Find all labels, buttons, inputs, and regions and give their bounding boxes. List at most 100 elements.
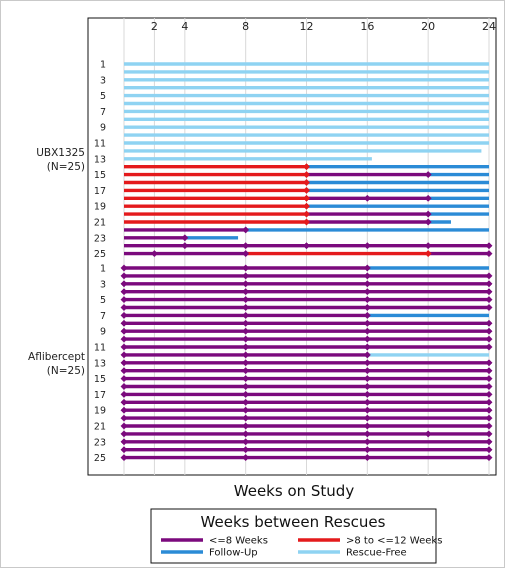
x-tick-label: 24 xyxy=(482,20,496,33)
rescue-marker xyxy=(363,288,371,296)
rescue-marker xyxy=(363,382,371,391)
rescue-marker xyxy=(120,272,128,280)
rescue-marker xyxy=(485,280,493,288)
y-tick-label: 15 xyxy=(94,374,106,385)
rescue-marker xyxy=(242,438,250,446)
rescue-marker xyxy=(242,319,250,327)
rescue-marker xyxy=(363,414,371,422)
rescue-marker xyxy=(120,280,128,288)
legend-label: Rescue-Free xyxy=(346,548,407,559)
legend-label: <=8 Weeks xyxy=(209,536,268,547)
rescue-marker xyxy=(424,218,432,226)
y-tick-label: 17 xyxy=(94,390,106,401)
rescue-marker xyxy=(363,351,371,359)
rescue-marker xyxy=(485,367,493,375)
rescue-marker xyxy=(485,438,493,446)
rescue-marker xyxy=(363,335,371,343)
rescue-marker xyxy=(120,264,128,272)
rescue-marker xyxy=(363,438,371,446)
rescue-marker xyxy=(363,390,371,398)
rescue-marker xyxy=(120,367,128,375)
rescue-marker xyxy=(485,272,493,280)
rescue-marker xyxy=(120,351,128,359)
rescue-marker xyxy=(120,303,128,312)
rescue-marker xyxy=(120,454,128,462)
legend-title: Weeks between Rescues xyxy=(201,513,386,531)
rescue-marker xyxy=(120,438,128,446)
group-label: UBX1325 xyxy=(36,147,85,159)
rescue-marker xyxy=(485,446,493,454)
rescue-marker xyxy=(120,288,128,296)
rescue-marker xyxy=(242,406,250,414)
rescue-marker xyxy=(485,375,493,383)
rescue-marker xyxy=(363,303,371,312)
rescue-marker xyxy=(242,226,250,234)
rescue-marker xyxy=(485,414,493,422)
rescue-marker xyxy=(242,242,250,250)
y-tick-label: 15 xyxy=(94,170,106,181)
rescue-marker xyxy=(424,430,432,438)
rescue-marker xyxy=(424,210,432,218)
y-tick-label: 9 xyxy=(100,327,106,338)
rescue-marker xyxy=(302,218,311,226)
rescue-marker xyxy=(363,311,371,319)
rescue-marker xyxy=(363,194,371,202)
y-tick-label: 25 xyxy=(94,249,106,260)
rescue-marker xyxy=(363,327,371,335)
rescue-marker xyxy=(424,194,432,202)
rescue-marker xyxy=(120,343,128,351)
rescue-marker xyxy=(424,242,432,250)
rescue-marker xyxy=(363,422,371,430)
rescue-marker xyxy=(242,335,250,343)
rescue-marker xyxy=(302,178,311,187)
rescue-marker xyxy=(363,367,371,375)
legend-label: >8 to <=12 Weeks xyxy=(346,536,442,547)
y-tick-label: 5 xyxy=(100,295,106,306)
rescue-marker xyxy=(120,375,128,383)
rescue-marker xyxy=(302,210,311,218)
legend-items: <=8 Weeks >8 to <=12 Weeks Follow-Up Rescue… xyxy=(161,536,442,559)
rescue-marker xyxy=(485,242,493,250)
rescue-marker xyxy=(485,359,493,367)
rescue-marker xyxy=(242,454,250,462)
rescue-marker xyxy=(363,242,371,250)
rescue-marker xyxy=(424,250,432,258)
rescue-marker xyxy=(120,446,128,454)
rescue-marker xyxy=(485,398,493,406)
y-tick-label: 19 xyxy=(94,406,106,417)
rescue-marker xyxy=(363,280,371,288)
y-tick-label: 3 xyxy=(100,75,106,86)
rescue-marker xyxy=(120,414,128,422)
rescue-marker xyxy=(485,382,493,391)
rescue-marker xyxy=(424,171,432,179)
rescue-marker xyxy=(242,280,250,288)
rescue-marker xyxy=(242,296,250,304)
rescue-marker xyxy=(363,454,371,462)
y-tick-label: 21 xyxy=(94,218,106,229)
rescue-marker xyxy=(363,343,371,351)
x-axis-title: Weeks on Study xyxy=(234,482,355,500)
x-tick-label: 2 xyxy=(151,20,158,33)
rescue-marker xyxy=(363,272,371,280)
y-tick-label: 25 xyxy=(94,453,106,464)
x-tick-label: 8 xyxy=(242,20,249,33)
x-tick-label: 12 xyxy=(300,20,314,33)
rescue-marker xyxy=(242,327,250,335)
rescue-marker xyxy=(363,264,371,272)
y-tick-label: 3 xyxy=(100,279,106,290)
rescue-marker xyxy=(302,202,311,210)
rescue-marker xyxy=(242,414,250,422)
y-tick-label: 1 xyxy=(100,264,106,275)
y-tick-label: 13 xyxy=(94,154,106,165)
y-tick-label: 1 xyxy=(100,60,106,71)
y-tick-label: 21 xyxy=(94,422,106,433)
rescue-marker xyxy=(242,367,250,375)
rescue-marker xyxy=(242,272,250,280)
group-label: Aflibercept xyxy=(28,351,85,363)
rescue-marker xyxy=(120,359,128,367)
plot-area: 2 4 8 12 16 20 24135791113151719212325UBX1325(… xyxy=(28,17,497,476)
rescue-marker xyxy=(120,422,128,430)
x-tick-label: 16 xyxy=(360,20,374,33)
rescue-marker xyxy=(363,406,371,414)
rescue-marker xyxy=(242,351,250,359)
